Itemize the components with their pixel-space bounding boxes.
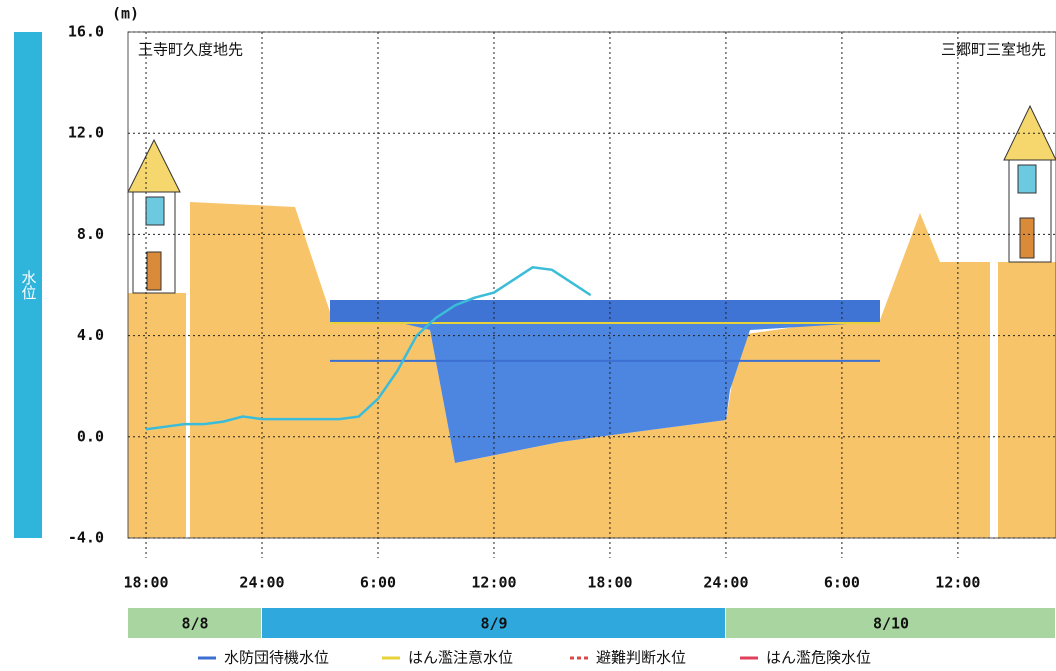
y-tick-label: 0.0 bbox=[77, 427, 104, 445]
y-tick-label: 4.0 bbox=[77, 326, 104, 344]
x-tick-label: 12:00 bbox=[935, 574, 980, 592]
x-tick-label: 6:00 bbox=[360, 574, 396, 592]
river-surface bbox=[330, 300, 880, 322]
date-band bbox=[726, 608, 1055, 638]
legend-label: 避難判断水位 bbox=[596, 649, 686, 667]
y-tick-label: 12.0 bbox=[68, 124, 104, 142]
x-tick-label: 18:00 bbox=[123, 574, 168, 592]
plot-frame bbox=[127, 31, 1056, 539]
location-right: 三郷町三室地先 bbox=[941, 41, 1046, 59]
unit-label: (m) bbox=[112, 5, 139, 23]
house-right bbox=[1003, 104, 1056, 263]
legend-label: はん濫注意水位 bbox=[408, 649, 513, 667]
x-tick-label: 24:00 bbox=[239, 574, 284, 592]
location-left: 王寺町久度地先 bbox=[138, 41, 243, 59]
river-water bbox=[330, 300, 880, 463]
house-left bbox=[127, 138, 181, 294]
y-tick-label: -4.0 bbox=[68, 529, 104, 547]
date-band bbox=[262, 608, 725, 638]
y-tick-label: 8.0 bbox=[77, 225, 104, 243]
x-tick-label: 6:00 bbox=[824, 574, 860, 592]
legend-label: はん濫危険水位 bbox=[766, 649, 871, 667]
date-label: 8/8 bbox=[181, 615, 208, 633]
y-axis-label: 水位 bbox=[20, 270, 38, 300]
y-tick-label: 16.0 bbox=[68, 23, 104, 41]
date-band bbox=[128, 608, 261, 638]
date-label: 8/9 bbox=[480, 615, 507, 633]
riverbed bbox=[128, 202, 1056, 538]
x-tick-label: 24:00 bbox=[703, 574, 748, 592]
x-tick-label: 18:00 bbox=[587, 574, 632, 592]
y-axis-bar bbox=[14, 32, 42, 538]
x-tick-label: 12:00 bbox=[471, 574, 516, 592]
date-label: 8/10 bbox=[873, 615, 909, 633]
legend-label: 水防団待機水位 bbox=[224, 649, 329, 667]
water-level-line bbox=[145, 265, 592, 431]
